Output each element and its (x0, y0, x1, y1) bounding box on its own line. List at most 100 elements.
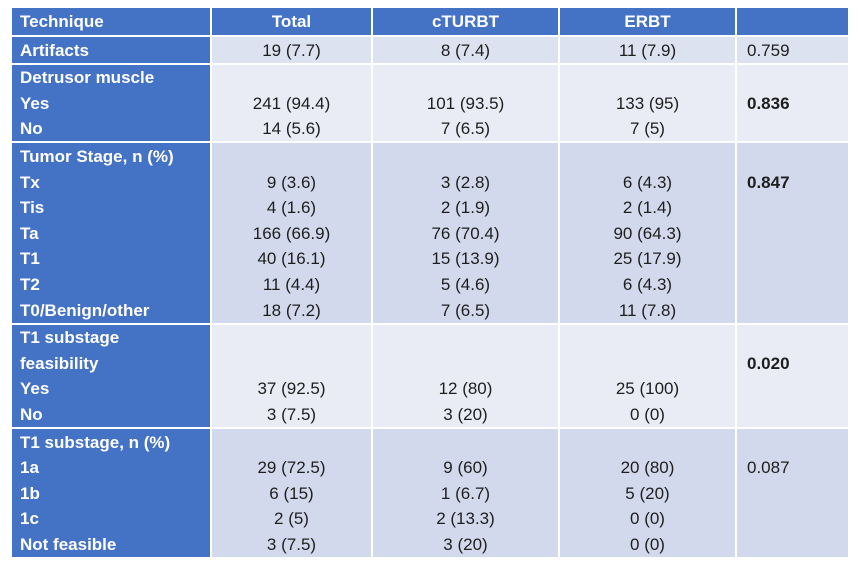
value: 3 (7.5) (266, 404, 317, 424)
data-cell (212, 37, 371, 63)
row-label: Tumor Stage, n (%) (20, 146, 174, 166)
row-label: Tx (20, 172, 40, 192)
data-cell (373, 429, 558, 557)
value: 0 (0) (630, 509, 665, 529)
value: 101 (93.5) (426, 93, 505, 113)
label-cell (12, 37, 210, 63)
value: 2 (1.4) (622, 198, 673, 218)
row-label: Detrusor muscle (20, 68, 155, 88)
data-cell (737, 429, 848, 557)
row-label: Not feasible (20, 534, 117, 554)
header-text: Technique (20, 12, 104, 31)
header-cell (212, 8, 371, 35)
value: 133 (95) (615, 93, 680, 113)
row-label: T1 (20, 249, 40, 269)
data-cell (560, 143, 735, 323)
value: 3 (7.5) (266, 534, 317, 554)
data-cell (373, 324, 558, 427)
value: 15 (13.9) (431, 249, 500, 269)
row-label: Yes (20, 93, 50, 113)
data-cell (373, 143, 558, 323)
value: 7 (5) (630, 119, 665, 139)
row-label: T1 substage (20, 328, 120, 348)
value: 6 (15) (269, 483, 314, 503)
value: 5 (4.6) (440, 274, 491, 294)
row-label: Tis (20, 198, 45, 218)
row-label: No (20, 404, 43, 424)
header-cell (737, 8, 848, 35)
data-cell (737, 324, 848, 427)
value: 11 (7.9) (618, 40, 677, 60)
row-label: Ta (20, 223, 39, 243)
value: 2 (1.9) (440, 198, 491, 218)
data-cell (212, 143, 371, 323)
p-value: 0.847 (747, 172, 790, 192)
row-label: 1a (20, 458, 39, 478)
value: 76 (70.4) (431, 223, 500, 243)
value: 12 (80) (438, 379, 493, 399)
row-label: T2 (20, 274, 40, 294)
header-cell (560, 8, 735, 35)
row-label: feasibility (20, 353, 99, 373)
value: 90 (64.3) (613, 223, 682, 243)
data-cell (212, 324, 371, 427)
value: 25 (100) (615, 379, 680, 399)
value: 0 (0) (630, 534, 665, 554)
value: 11 (7.8) (618, 300, 677, 320)
label-cell (12, 324, 210, 427)
data-cell (560, 429, 735, 557)
row-label: Yes (20, 379, 50, 399)
row-label: No (20, 119, 43, 139)
label-cell (12, 143, 210, 323)
data-cell (212, 429, 371, 557)
p-value: 0.020 (747, 353, 790, 373)
value: 37 (92.5) (257, 379, 326, 399)
value: 9 (3.6) (266, 172, 317, 192)
data-cell (560, 64, 735, 142)
value: 166 (66.9) (252, 223, 331, 243)
value: 25 (17.9) (613, 249, 682, 269)
header-cell (373, 8, 558, 35)
p-value: 0.087 (747, 458, 790, 478)
p-value: 0.836 (747, 93, 790, 113)
p-value: 0.759 (747, 40, 790, 60)
value: 11 (4.4) (262, 274, 321, 294)
value: 7 (6.5) (440, 300, 491, 320)
value: 6 (4.3) (622, 274, 673, 294)
data-cell (560, 324, 735, 427)
value: 20 (80) (620, 458, 675, 478)
value: 40 (16.1) (257, 249, 326, 269)
header-text: cTURBT (431, 12, 500, 31)
label-cell (12, 429, 210, 557)
header-text: ERBT (624, 12, 671, 31)
value: 6 (4.3) (622, 172, 673, 192)
header-cell (12, 8, 210, 35)
value: 2 (13.3) (436, 509, 495, 529)
value: 3 (20) (443, 534, 488, 554)
value: 7 (6.5) (440, 119, 491, 139)
value: 29 (72.5) (257, 458, 326, 478)
value: 8 (7.4) (440, 40, 491, 60)
value: 19 (7.7) (262, 40, 321, 60)
value: 3 (2.8) (440, 172, 491, 192)
data-cell (737, 64, 848, 142)
value: 3 (20) (443, 404, 488, 424)
value: 241 (94.4) (252, 93, 331, 113)
row-label: 1b (20, 483, 40, 503)
label-cell (12, 64, 210, 142)
data-cell (737, 143, 848, 323)
value: 4 (1.6) (266, 198, 317, 218)
row-label: T1 substage, n (%) (20, 432, 171, 452)
row-label: 1c (20, 509, 39, 529)
value: 14 (5.6) (262, 119, 321, 139)
value: 0 (0) (630, 404, 665, 424)
value: 2 (5) (274, 509, 309, 529)
value: 18 (7.2) (262, 300, 321, 320)
row-label: T0/Benign/other (20, 300, 150, 320)
data-cell (212, 64, 371, 142)
data-cell (737, 37, 848, 63)
value: 1 (6.7) (440, 483, 491, 503)
value: 9 (60) (443, 458, 488, 478)
data-cell (373, 37, 558, 63)
